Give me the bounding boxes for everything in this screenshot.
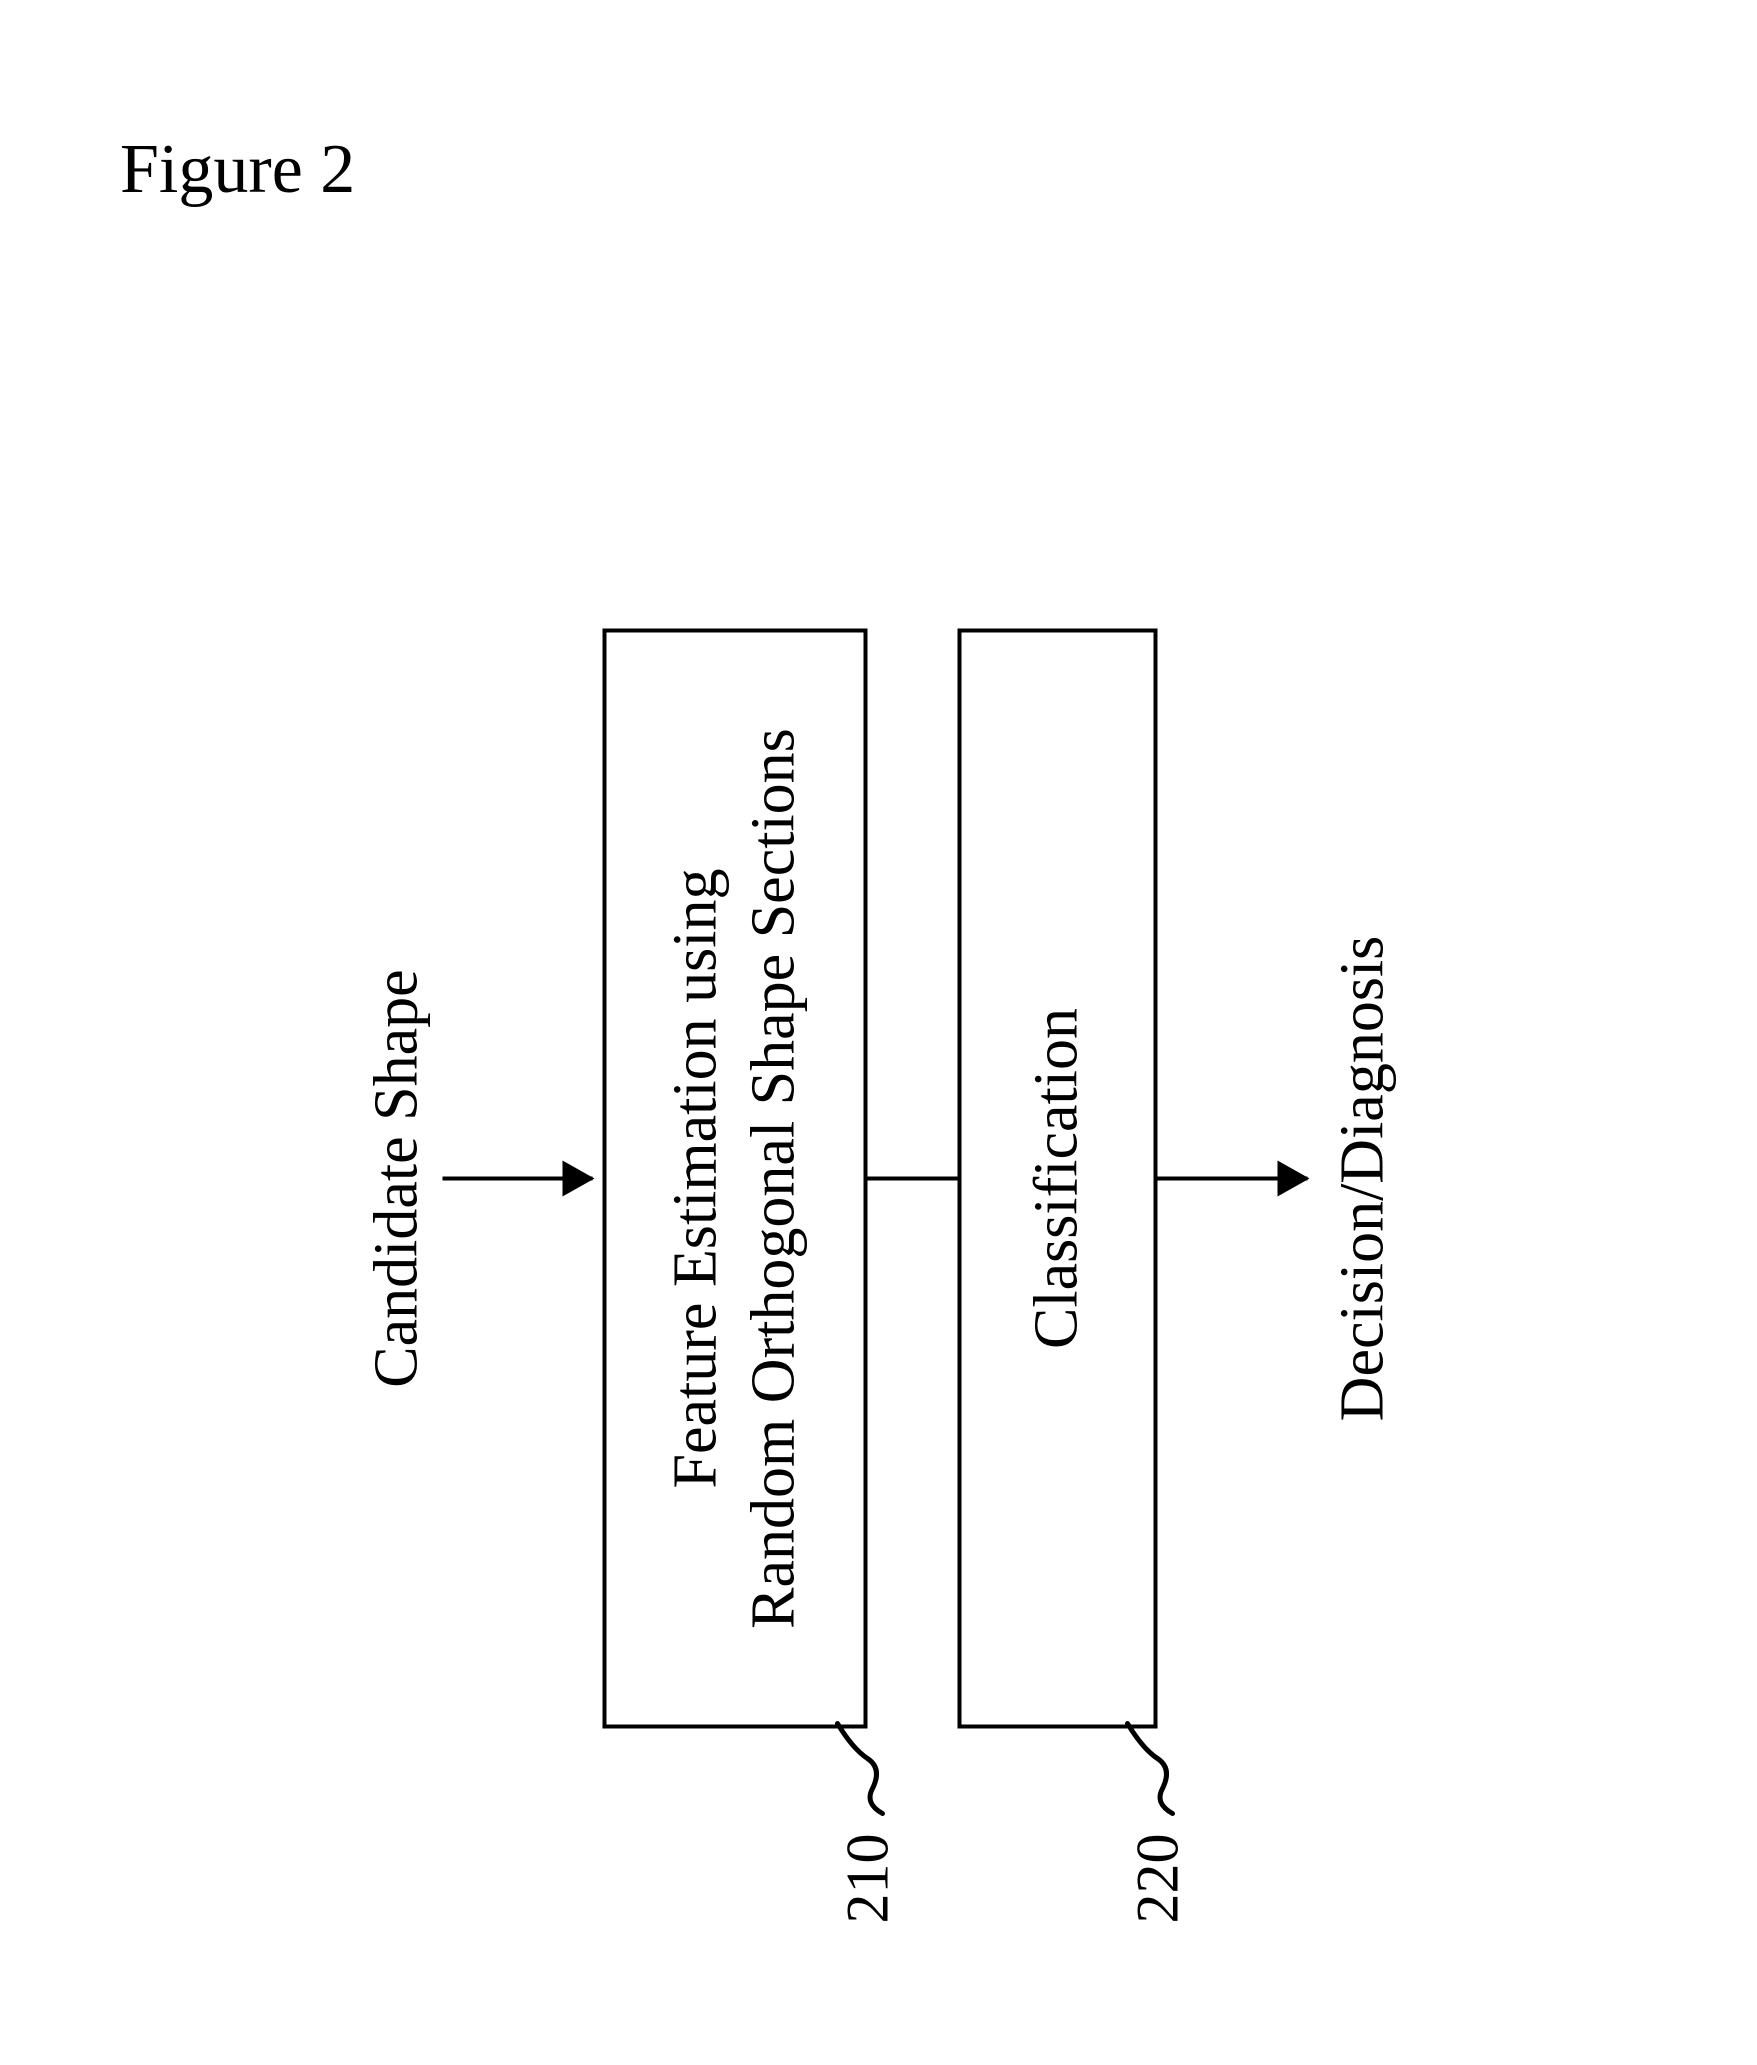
classification-box: Classification [958, 629, 1158, 1729]
arrow-input-to-box1 [443, 1177, 593, 1181]
figure-title: Figure 2 [120, 130, 355, 210]
feature-estimation-label: Feature Estimation using Random Orthogon… [658, 728, 813, 1629]
feature-estimation-box: Feature Estimation using Random Orthogon… [603, 629, 868, 1729]
flowchart: Candidate Shape Feature Estimation using… [362, 429, 1399, 1929]
box-1-wrapper: Feature Estimation using Random Orthogon… [603, 629, 868, 1729]
ref-number-210: 210 [834, 1834, 903, 1924]
connector-box1-to-box2 [868, 1177, 958, 1181]
flowchart-container: Candidate Shape Feature Estimation using… [362, 429, 1399, 1929]
arrow-box2-to-output [1158, 1177, 1308, 1181]
input-label: Candidate Shape [362, 969, 433, 1387]
box-2-wrapper: Classification 220 [958, 629, 1158, 1729]
output-label: Decision/Diagnosis [1328, 936, 1399, 1422]
classification-label: Classification [1019, 1008, 1097, 1349]
ref-number-220: 220 [1124, 1834, 1193, 1924]
squiggle-connector-icon [833, 1719, 903, 1819]
squiggle-connector-icon [1123, 1719, 1193, 1819]
